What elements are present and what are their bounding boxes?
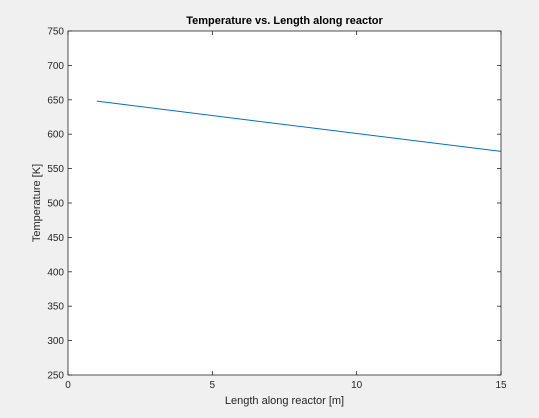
y-axis-label: Temperature [K]	[31, 164, 43, 242]
y-tick-label: 650	[47, 95, 64, 106]
y-tick-label: 550	[47, 164, 64, 175]
x-tick-label: 10	[351, 380, 363, 391]
y-tick-label: 600	[47, 130, 64, 141]
x-tick-label: 15	[495, 380, 507, 391]
series-layer	[96, 100, 502, 152]
chart-title: Temperature vs. Length along reactor	[186, 15, 383, 27]
y-tick-label: 350	[47, 302, 64, 313]
series-line	[96, 100, 502, 152]
y-tick-label: 700	[47, 61, 64, 72]
x-tick-label: 0	[65, 380, 71, 391]
y-tick-label: 450	[47, 233, 64, 244]
y-tick-label: 300	[47, 336, 64, 347]
y-tick-label: 500	[47, 199, 64, 210]
y-tick-label: 750	[47, 27, 64, 38]
y-tick-label: 400	[47, 267, 64, 278]
plot-area	[68, 31, 501, 375]
x-tick-label: 5	[210, 380, 216, 391]
y-tick-label: 250	[47, 371, 64, 382]
ticks-layer: 0 5 10 15 250 300 350 400 450 500 550 600 650 700 750	[47, 27, 507, 392]
x-axis-label: Length along reactor [m]	[225, 395, 344, 407]
